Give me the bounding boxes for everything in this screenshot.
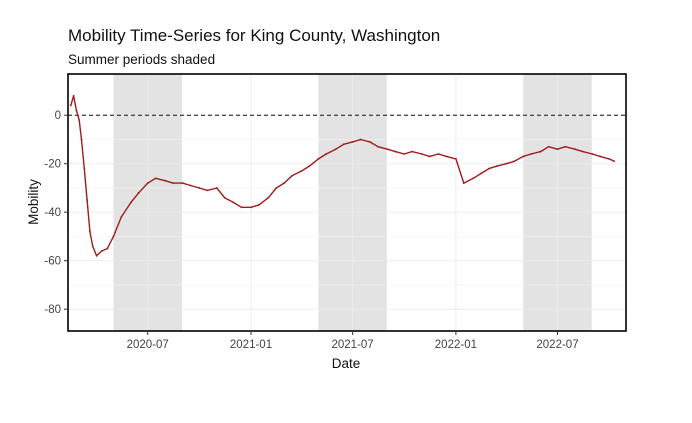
data-point: [437, 153, 440, 155]
data-point: [613, 160, 616, 163]
y-tick-label: -80: [44, 304, 61, 316]
x-axis: 2020-07 2021-01 2021-07 2022-01 2022-07: [127, 331, 579, 351]
data-point: [154, 177, 157, 180]
data-point: [369, 140, 371, 143]
data-point: [564, 145, 567, 148]
data-point: [608, 157, 611, 160]
data-point: [69, 104, 72, 107]
data-point: [267, 196, 270, 199]
data-point: [351, 140, 354, 143]
data-point: [80, 138, 83, 141]
data-point: [394, 150, 397, 153]
data-point: [359, 138, 362, 141]
data-point: [522, 155, 525, 158]
data-point: [472, 177, 475, 180]
data-point: [505, 162, 508, 165]
x-axis-title: Date: [332, 356, 361, 371]
data-point: [317, 157, 320, 160]
data-point: [146, 182, 149, 185]
data-point: [428, 155, 431, 158]
data-point: [539, 150, 542, 153]
data-point: [556, 148, 559, 151]
data-point: [88, 230, 91, 233]
series-group: [69, 94, 616, 257]
data-point: [95, 254, 98, 257]
y-axis-title: Mobility: [26, 179, 41, 225]
data-point: [376, 145, 379, 148]
x-tick-label: 2020-07: [127, 339, 169, 351]
plot-frame: [67, 73, 627, 332]
data-point: [223, 196, 226, 199]
plot-border: [67, 73, 627, 332]
data-point: [86, 199, 88, 201]
data-point: [232, 201, 235, 204]
data-point: [462, 182, 465, 185]
data-point: [83, 167, 86, 170]
data-point: [172, 182, 174, 185]
data-point: [334, 148, 337, 151]
data-point: [445, 155, 448, 158]
data-point: [112, 235, 115, 238]
data-point: [300, 170, 303, 172]
data-point: [137, 191, 140, 194]
data-point: [283, 182, 286, 185]
data-point: [91, 245, 94, 248]
x-tick-label: 2022-01: [435, 339, 477, 351]
data-point: [100, 250, 103, 252]
data-point: [308, 165, 311, 168]
data-point: [72, 94, 75, 97]
data-point: [530, 153, 533, 155]
chart-subtitle: Summer periods shaded: [68, 52, 215, 67]
data-point: [488, 167, 490, 170]
data-point: [591, 153, 594, 155]
data-point: [75, 109, 78, 112]
data-point: [420, 153, 423, 155]
data-point: [386, 148, 389, 151]
series-line-1: [70, 95, 615, 257]
data-point: [495, 165, 498, 168]
data-point: [198, 187, 201, 189]
data-point: [215, 187, 218, 189]
data-point: [581, 150, 584, 153]
data-point: [206, 189, 209, 192]
data-point: [411, 150, 414, 153]
y-tick-label: -40: [44, 207, 61, 219]
data-point: [106, 247, 109, 250]
data-point: [120, 216, 123, 218]
data-point: [250, 206, 252, 209]
data-point: [574, 148, 576, 151]
y-axis: 0 -20 -40 -60 -80: [44, 110, 68, 316]
data-point: [78, 119, 81, 121]
x-tick-label: 2021-07: [332, 339, 374, 351]
data-point: [342, 143, 345, 146]
y-tick-label: -20: [44, 159, 61, 171]
data-point: [547, 145, 550, 148]
x-tick-label: 2021-01: [230, 339, 272, 351]
data-point: [275, 187, 278, 189]
data-point: [403, 153, 406, 155]
data-point: [189, 184, 192, 187]
data-point: [513, 160, 516, 163]
data-point: [257, 204, 260, 206]
data-point: [455, 157, 457, 160]
chart-title: Mobility Time-Series for King County, Wa…: [68, 26, 440, 45]
y-tick-label: 0: [55, 110, 61, 122]
data-point: [325, 153, 328, 155]
data-point: [291, 174, 293, 177]
data-point: [129, 201, 132, 204]
data-point: [240, 206, 243, 209]
data-point: [480, 172, 483, 175]
data-point: [164, 179, 167, 182]
x-tick-label: 2022-07: [536, 339, 578, 351]
y-tick-label: -60: [44, 256, 61, 268]
data-point: [599, 155, 602, 158]
data-point: [181, 182, 184, 185]
